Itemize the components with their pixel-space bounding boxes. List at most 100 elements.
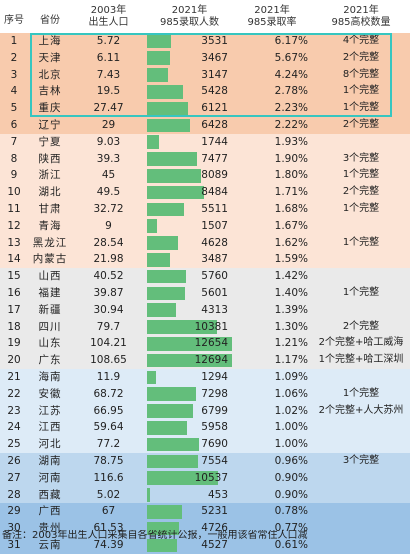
table-row: 21 海南 11.9 1294 1.09% bbox=[0, 369, 410, 386]
province-cell: 贵州 bbox=[38, 522, 62, 535]
table-row: 26 湖南 78.75 7554 0.96% 3个完整 bbox=[0, 453, 410, 470]
admitted-value: 8484 bbox=[201, 186, 228, 199]
admitted-value: 7690 bbox=[201, 438, 228, 451]
province-cell: 云南 bbox=[38, 539, 62, 551]
table-row: 2 天津 6.11 3467 5.67% 2个完整 bbox=[0, 49, 410, 67]
table-row: 8 陕西 39.3 7477 1.90% 3个完整 bbox=[0, 150, 410, 168]
rank-cell: 15 bbox=[7, 270, 21, 283]
admitted-bar bbox=[147, 101, 189, 116]
table-row: 19 山东 104.21 12654 1.21% 2个完整+哈工威海 bbox=[0, 335, 410, 353]
rate-cell: 1.90% bbox=[274, 152, 308, 165]
province-cell: 吉林 bbox=[38, 85, 62, 98]
schools-cell bbox=[312, 134, 410, 151]
province-cell: 山东 bbox=[38, 337, 62, 350]
rate-cell: 5.67% bbox=[274, 51, 308, 64]
schools-cell bbox=[312, 487, 410, 504]
admitted-bar bbox=[147, 353, 232, 368]
province-cell: 海南 bbox=[38, 371, 62, 383]
births-cell: 78.75 bbox=[93, 455, 124, 467]
province-cell: 湖北 bbox=[38, 186, 62, 199]
table-row: 18 四川 79.7 10381 1.30% 2个完整 bbox=[0, 318, 410, 336]
province-cell: 宁夏 bbox=[38, 135, 62, 148]
births-cell: 77.2 bbox=[96, 438, 121, 451]
rank-cell: 3 bbox=[10, 68, 18, 81]
province-cell: 江苏 bbox=[38, 404, 62, 417]
rate-cell: 0.90% bbox=[274, 488, 308, 501]
schools-cell: 2个完整+人大苏州 bbox=[318, 404, 404, 416]
province-cell: 四川 bbox=[38, 320, 62, 333]
rate-cell: 0.61% bbox=[274, 539, 308, 551]
rank-cell: 18 bbox=[7, 320, 21, 333]
province-cell: 广东 bbox=[38, 354, 62, 367]
admitted-value: 4628 bbox=[201, 236, 228, 249]
admitted-value: 8089 bbox=[201, 169, 228, 182]
schools-cell: 8个完整 bbox=[342, 68, 380, 80]
province-cell: 上海 bbox=[38, 35, 62, 47]
admitted-bar bbox=[147, 135, 159, 150]
rank-cell: 14 bbox=[7, 253, 21, 266]
schools-cell: 1个完整 bbox=[342, 203, 380, 214]
admitted-value: 5231 bbox=[201, 505, 228, 518]
province-cell: 河北 bbox=[38, 438, 62, 451]
rate-cell: 1.68% bbox=[274, 203, 308, 215]
rank-cell: 27 bbox=[7, 471, 21, 484]
admitted-cell: 7477 bbox=[147, 151, 232, 168]
admitted-bar bbox=[147, 152, 198, 166]
admitted-bar bbox=[147, 303, 176, 318]
admitted-cell: 12654 bbox=[147, 335, 232, 352]
rate-cell: 0.78% bbox=[274, 505, 308, 518]
births-cell: 6.11 bbox=[96, 51, 121, 64]
admitted-cell: 12694 bbox=[147, 352, 232, 369]
rank-cell: 12 bbox=[7, 219, 21, 232]
province-cell: 河南 bbox=[38, 471, 62, 484]
admitted-bar bbox=[147, 118, 191, 133]
admitted-value: 7298 bbox=[201, 387, 228, 400]
admitted-value: 3487 bbox=[201, 253, 228, 266]
admitted-bar bbox=[147, 454, 198, 469]
admitted-value: 12694 bbox=[194, 354, 228, 367]
schools-cell bbox=[312, 419, 410, 436]
births-cell: 21.98 bbox=[93, 253, 124, 266]
province-cell: 甘肃 bbox=[38, 203, 62, 215]
admitted-bar bbox=[147, 387, 197, 402]
province-cell: 江西 bbox=[38, 421, 62, 434]
province-cell: 西藏 bbox=[38, 488, 62, 501]
rate-cell: 1.17% bbox=[274, 354, 308, 367]
rate-cell: 0.77% bbox=[274, 522, 308, 535]
schools-cell: 3个完整 bbox=[342, 152, 380, 164]
admitted-bar bbox=[147, 420, 188, 435]
province-cell: 重庆 bbox=[38, 102, 62, 115]
rank-cell: 11 bbox=[7, 203, 21, 215]
admitted-cell: 6799 bbox=[147, 403, 232, 420]
table-row: 12 青海 9 1507 1.67% bbox=[0, 217, 410, 235]
schools-cell: 1个完整 bbox=[342, 287, 380, 298]
rate-cell: 1.40% bbox=[274, 287, 308, 299]
schools-cell bbox=[312, 436, 410, 453]
header-births: 2003年 出生人口 bbox=[72, 0, 145, 33]
rate-cell: 1.80% bbox=[274, 169, 308, 182]
table-row: 11 甘肃 32.72 5511 1.68% 1个完整 bbox=[0, 201, 410, 218]
admitted-bar bbox=[147, 286, 185, 301]
province-cell: 天津 bbox=[38, 51, 62, 64]
admitted-value: 5511 bbox=[201, 203, 228, 215]
rate-cell: 0.96% bbox=[274, 455, 308, 467]
rate-cell: 1.67% bbox=[274, 219, 308, 232]
admitted-bar bbox=[147, 538, 178, 553]
admitted-value: 7477 bbox=[201, 152, 228, 165]
admitted-value: 3531 bbox=[201, 35, 228, 47]
births-cell: 59.64 bbox=[93, 421, 124, 434]
schools-cell: 1个完整 bbox=[342, 85, 380, 97]
table-row: 25 河北 77.2 7690 1.00% bbox=[0, 436, 410, 453]
admitted-value: 12654 bbox=[194, 337, 228, 350]
admitted-cell: 5958 bbox=[147, 419, 232, 436]
rank-cell: 17 bbox=[7, 303, 21, 316]
admitted-cell: 8484 bbox=[147, 184, 232, 201]
admitted-bar bbox=[147, 504, 183, 519]
table-row: 3 北京 7.43 3147 4.24% 8个完整 bbox=[0, 66, 410, 84]
header-admitted: 2021年 985录取人数 bbox=[147, 0, 232, 33]
rank-cell: 1 bbox=[10, 35, 18, 47]
province-cell: 安徽 bbox=[38, 387, 62, 400]
rate-cell: 1.06% bbox=[274, 387, 308, 400]
admitted-cell: 6428 bbox=[147, 117, 232, 134]
admitted-value: 5760 bbox=[201, 270, 228, 283]
